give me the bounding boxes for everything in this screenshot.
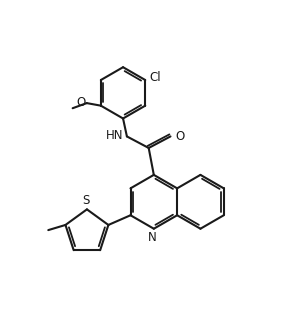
Text: HN: HN	[106, 129, 124, 142]
Text: Cl: Cl	[150, 71, 162, 84]
Text: O: O	[175, 130, 184, 143]
Text: N: N	[148, 231, 157, 244]
Text: S: S	[83, 194, 90, 207]
Text: O: O	[76, 96, 85, 109]
